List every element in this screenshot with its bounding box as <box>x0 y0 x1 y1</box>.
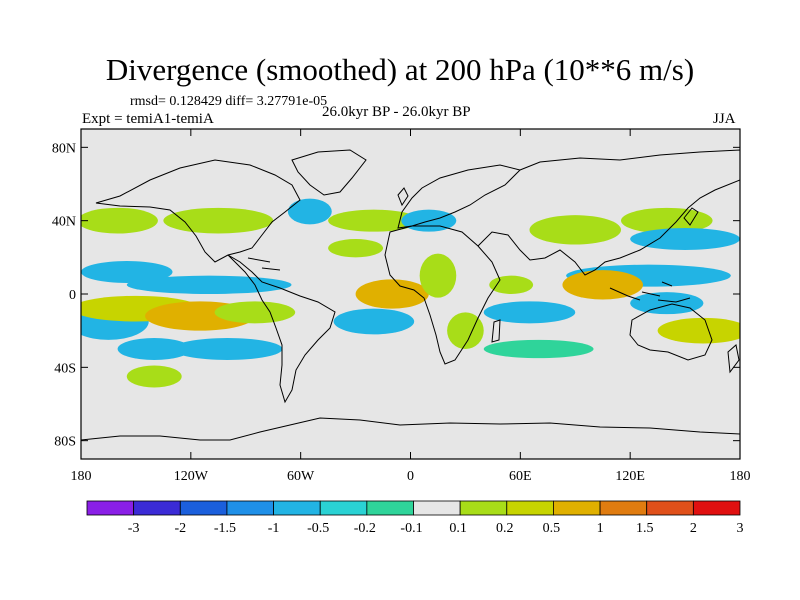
anomaly-region <box>328 239 384 258</box>
anomaly-region <box>328 209 420 232</box>
coastline-caribbean <box>247 257 281 271</box>
lon-label: 60E <box>509 469 532 484</box>
lat-label: 40N <box>52 215 76 230</box>
colorbar-label: -0.2 <box>354 521 376 536</box>
lon-label: 180 <box>71 469 92 484</box>
anomaly-region <box>333 308 415 335</box>
anomaly-region <box>81 261 173 283</box>
anomaly-region <box>126 365 182 388</box>
colorbar: -3 -2 -1.5 -1 -0.5 -0.2 -0.1 0.1 0.2 0.5 1 1.5 2 3 <box>86 500 744 536</box>
lon-label: 60W <box>287 469 315 484</box>
colorbar-swatch <box>319 500 368 516</box>
anomaly-region <box>489 275 534 295</box>
colorbar-swatch <box>459 500 508 516</box>
anomaly-region <box>355 279 429 309</box>
colorbar-swatch <box>273 500 321 516</box>
coastline-uk <box>397 187 409 207</box>
anomaly-layer <box>81 198 740 388</box>
colorbar-swatch <box>599 500 648 516</box>
anomaly-region <box>81 207 158 234</box>
colorbar-label: 0.5 <box>543 521 561 536</box>
coastline-europe <box>397 164 521 229</box>
anomaly-region <box>630 292 704 315</box>
anomaly-region <box>483 339 594 359</box>
colorbar-swatch <box>553 500 601 516</box>
coastline-australia <box>629 303 713 361</box>
colorbar-label: 3 <box>737 521 744 536</box>
colorbar-swatch <box>133 500 181 516</box>
anomaly-region <box>621 207 713 234</box>
anomaly-region <box>630 228 740 250</box>
colorbar-swatch <box>179 500 228 516</box>
period-label: 26.0kyr BP - 26.0kyr BP <box>322 104 471 120</box>
map-title: Divergence (smoothed) at 200 hPa (10**6 … <box>105 52 695 87</box>
stats-text: rmsd= 0.128429 diff= 3.27791e-05 <box>130 94 328 109</box>
colorbar-label: -2 <box>174 521 186 536</box>
lon-label: 120W <box>174 469 209 484</box>
coastline-north-america <box>95 159 301 263</box>
season-label: JJA <box>713 111 736 127</box>
lat-label: 0 <box>69 288 76 303</box>
colorbar-label: 0.1 <box>449 521 467 536</box>
anomaly-region <box>562 270 643 300</box>
coastlines <box>81 149 740 441</box>
lon-label: 0 <box>407 469 414 484</box>
anomaly-region <box>287 198 332 225</box>
colorbar-label: 0.2 <box>496 521 514 536</box>
colorbar-label: -0.1 <box>400 521 422 536</box>
coastline-new-zealand <box>727 344 740 374</box>
colorbar-label: -0.5 <box>307 521 329 536</box>
coastline-antarctica <box>81 417 740 441</box>
colorbar-label: 1 <box>597 521 604 536</box>
coastline-asia <box>477 149 740 276</box>
coastline-madagascar <box>491 319 501 343</box>
lat-label: 40S <box>54 361 76 376</box>
colorbar-label: -1.5 <box>214 521 236 536</box>
colorbar-swatch <box>366 500 414 516</box>
anomaly-region <box>172 338 283 360</box>
colorbar-swatch <box>413 500 461 516</box>
coastline-greenland <box>291 149 367 196</box>
colorbar-swatch <box>86 500 135 516</box>
colorbar-swatch <box>646 500 694 516</box>
coastline-japan <box>683 207 699 226</box>
anomaly-region <box>117 338 191 360</box>
axis-labels: 80N 40N 0 40S 80S 180 120W 60W 0 60E 120E 180 <box>52 141 751 484</box>
coastline-africa <box>384 225 501 365</box>
experiment-label: Expt = temiA1-temiA <box>82 111 214 127</box>
colorbar-label: 1.5 <box>636 521 654 536</box>
colorbar-swatch <box>506 500 554 516</box>
anomaly-region <box>657 317 740 344</box>
anomaly-region <box>419 253 457 298</box>
coastline-indonesia <box>609 281 691 303</box>
anomaly-region <box>529 215 622 245</box>
colorbar-label: -3 <box>128 521 140 536</box>
coastline-south-america <box>227 254 336 404</box>
lon-label: 180 <box>730 469 751 484</box>
colorbar-swatch <box>692 500 741 516</box>
colorbar-label: -1 <box>268 521 280 536</box>
lon-label: 120E <box>615 469 645 484</box>
colorbar-label: 2 <box>690 521 697 536</box>
lat-label: 80S <box>54 435 76 450</box>
anomaly-region <box>163 207 274 234</box>
axis-ticks <box>80 129 741 459</box>
lat-label: 80N <box>52 141 76 156</box>
anomaly-region <box>447 312 484 349</box>
anomaly-region <box>214 301 296 324</box>
colorbar-swatch <box>226 500 274 516</box>
anomaly-region <box>126 275 292 295</box>
anomaly-region <box>483 301 576 324</box>
